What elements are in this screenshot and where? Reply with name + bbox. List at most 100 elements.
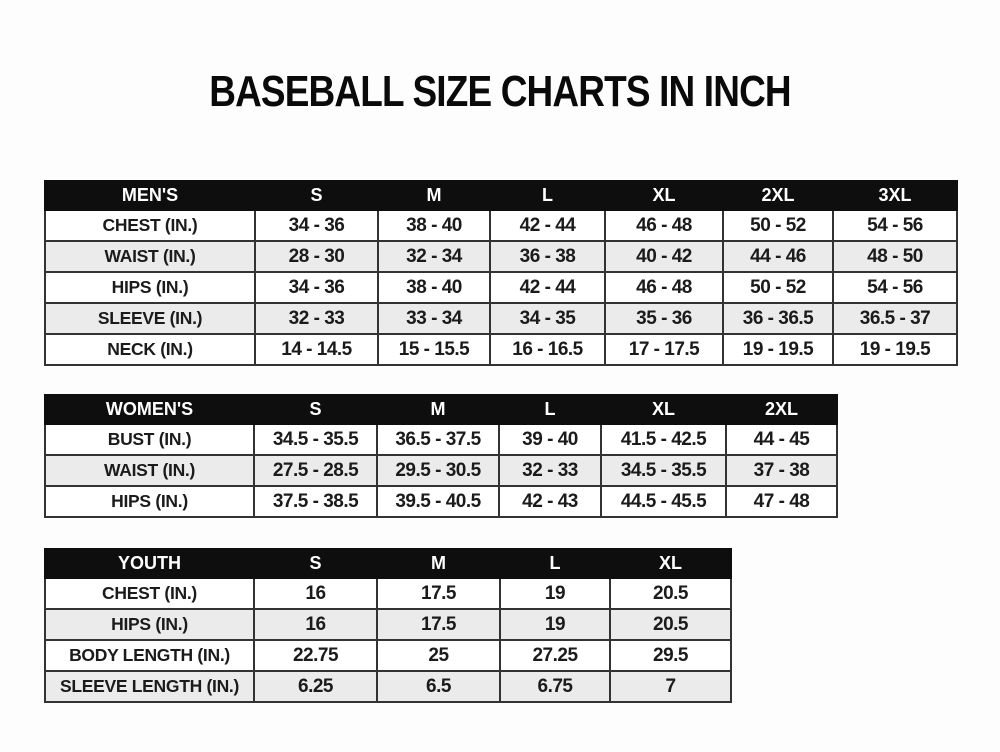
size-value-cell: 28 - 30 — [254, 240, 379, 273]
table-row: CHEST (IN.) 16 17.5 19 20.5 — [44, 577, 732, 610]
row-label: HIPS (IN.) — [44, 271, 256, 304]
size-value-cell: 39.5 - 40.5 — [376, 485, 500, 518]
womens-size-table: WOMEN'S S M L XL 2XL BUST (IN.) 34.5 - 35.5 36.5… — [44, 394, 838, 518]
size-column-header: M — [377, 180, 491, 211]
size-value-cell: 16 - 16.5 — [489, 333, 606, 366]
table-title-cell: MEN'S — [44, 180, 256, 211]
size-column-header: XL — [604, 180, 724, 211]
size-value-cell: 17.5 — [376, 577, 501, 610]
size-value-cell: 37.5 - 38.5 — [253, 485, 378, 518]
size-value-cell: 46 - 48 — [604, 271, 724, 304]
size-value-cell: 6.75 — [499, 670, 611, 703]
size-column-header: XL — [600, 394, 727, 425]
size-value-cell: 22.75 — [253, 639, 378, 672]
size-value-cell: 17 - 17.5 — [604, 333, 724, 366]
size-value-cell: 32 - 33 — [254, 302, 379, 335]
row-label: NECK (IN.) — [44, 333, 256, 366]
size-value-cell: 14 - 14.5 — [254, 333, 379, 366]
header-row: WOMEN'S S M L XL 2XL — [44, 394, 838, 425]
size-column-header: S — [253, 394, 378, 425]
size-value-cell: 27.5 - 28.5 — [253, 454, 378, 487]
youth-size-table: YOUTH S M L XL CHEST (IN.) 16 17.5 19 20.5 HIPS (I… — [44, 548, 732, 703]
size-value-cell: 34 - 36 — [254, 209, 379, 242]
row-label: BUST (IN.) — [44, 423, 255, 456]
size-value-cell: 37 - 38 — [725, 454, 838, 487]
size-column-header: XL — [609, 548, 732, 579]
table-row: CHEST (IN.) 34 - 36 38 - 40 42 - 44 46 - 48 5… — [44, 209, 958, 242]
row-label: HIPS (IN.) — [44, 485, 255, 518]
row-label: SLEEVE (IN.) — [44, 302, 256, 335]
table-row: WAIST (IN.) 28 - 30 32 - 34 36 - 38 40 - 42 4… — [44, 240, 958, 273]
size-value-cell: 35 - 36 — [604, 302, 724, 335]
size-value-cell: 39 - 40 — [498, 423, 602, 456]
size-value-cell: 29.5 - 30.5 — [376, 454, 500, 487]
size-column-header: S — [253, 548, 378, 579]
size-column-header: L — [498, 394, 602, 425]
row-label: SLEEVE LENGTH (IN.) — [44, 670, 255, 703]
size-value-cell: 20.5 — [609, 577, 732, 610]
table-row: BUST (IN.) 34.5 - 35.5 36.5 - 37.5 39 - 40 4… — [44, 423, 838, 456]
size-value-cell: 50 - 52 — [722, 209, 834, 242]
size-value-cell: 17.5 — [376, 608, 501, 641]
size-value-cell: 19 - 19.5 — [722, 333, 834, 366]
size-value-cell: 33 - 34 — [377, 302, 491, 335]
size-value-cell: 6.25 — [253, 670, 378, 703]
size-value-cell: 41.5 - 42.5 — [600, 423, 727, 456]
size-value-cell: 15 - 15.5 — [377, 333, 491, 366]
size-value-cell: 27.25 — [499, 639, 611, 672]
size-value-cell: 47 - 48 — [725, 485, 838, 518]
size-value-cell: 19 — [499, 577, 611, 610]
row-label: WAIST (IN.) — [44, 454, 255, 487]
row-label: BODY LENGTH (IN.) — [44, 639, 255, 672]
size-value-cell: 46 - 48 — [604, 209, 724, 242]
size-value-cell: 36.5 - 37.5 — [376, 423, 500, 456]
size-column-header: 2XL — [725, 394, 838, 425]
table-row: SLEEVE LENGTH (IN.) 6.25 6.5 6.75 7 — [44, 670, 732, 703]
size-column-header: 2XL — [722, 180, 834, 211]
header-row: MEN'S S M L XL 2XL 3XL — [44, 180, 958, 211]
size-value-cell: 29.5 — [609, 639, 732, 672]
size-value-cell: 36.5 - 37 — [832, 302, 958, 335]
size-value-cell: 36 - 38 — [489, 240, 606, 273]
size-value-cell: 54 - 56 — [832, 209, 958, 242]
table-row: HIPS (IN.) 34 - 36 38 - 40 42 - 44 46 - 48 50… — [44, 271, 958, 304]
page-title: BASEBALL SIZE CHARTS IN INCH — [209, 67, 791, 116]
size-column-header: L — [489, 180, 606, 211]
size-value-cell: 34.5 - 35.5 — [600, 454, 727, 487]
row-label: HIPS (IN.) — [44, 608, 255, 641]
size-value-cell: 44.5 - 45.5 — [600, 485, 727, 518]
size-value-cell: 42 - 44 — [489, 271, 606, 304]
size-value-cell: 34 - 36 — [254, 271, 379, 304]
size-column-header: L — [499, 548, 611, 579]
size-value-cell: 6.5 — [376, 670, 501, 703]
size-value-cell: 48 - 50 — [832, 240, 958, 273]
size-value-cell: 42 - 44 — [489, 209, 606, 242]
size-value-cell: 34 - 35 — [489, 302, 606, 335]
header-row: YOUTH S M L XL — [44, 548, 732, 579]
size-value-cell: 38 - 40 — [377, 209, 491, 242]
size-value-cell: 16 — [253, 608, 378, 641]
size-value-cell: 42 - 43 — [498, 485, 602, 518]
size-value-cell: 16 — [253, 577, 378, 610]
size-value-cell: 20.5 — [609, 608, 732, 641]
size-value-cell: 54 - 56 — [832, 271, 958, 304]
size-value-cell: 40 - 42 — [604, 240, 724, 273]
size-value-cell: 34.5 - 35.5 — [253, 423, 378, 456]
table-title-cell: YOUTH — [44, 548, 255, 579]
table-row: SLEEVE (IN.) 32 - 33 33 - 34 34 - 35 35 - 36… — [44, 302, 958, 335]
size-column-header: 3XL — [832, 180, 958, 211]
size-value-cell: 32 - 34 — [377, 240, 491, 273]
size-value-cell: 19 - 19.5 — [832, 333, 958, 366]
table-row: BODY LENGTH (IN.) 22.75 25 27.25 29.5 — [44, 639, 732, 672]
size-column-header: M — [376, 548, 501, 579]
table-row: HIPS (IN.) 16 17.5 19 20.5 — [44, 608, 732, 641]
size-value-cell: 36 - 36.5 — [722, 302, 834, 335]
mens-size-table: MEN'S S M L XL 2XL 3XL CHEST (IN.) 34 - 36 38 - 4… — [44, 180, 958, 366]
size-value-cell: 7 — [609, 670, 732, 703]
table-row: WAIST (IN.) 27.5 - 28.5 29.5 - 30.5 32 - 33… — [44, 454, 838, 487]
table-row: NECK (IN.) 14 - 14.5 15 - 15.5 16 - 16.5 17 … — [44, 333, 958, 366]
size-value-cell: 25 — [376, 639, 501, 672]
row-label: CHEST (IN.) — [44, 209, 256, 242]
size-column-header: S — [254, 180, 379, 211]
